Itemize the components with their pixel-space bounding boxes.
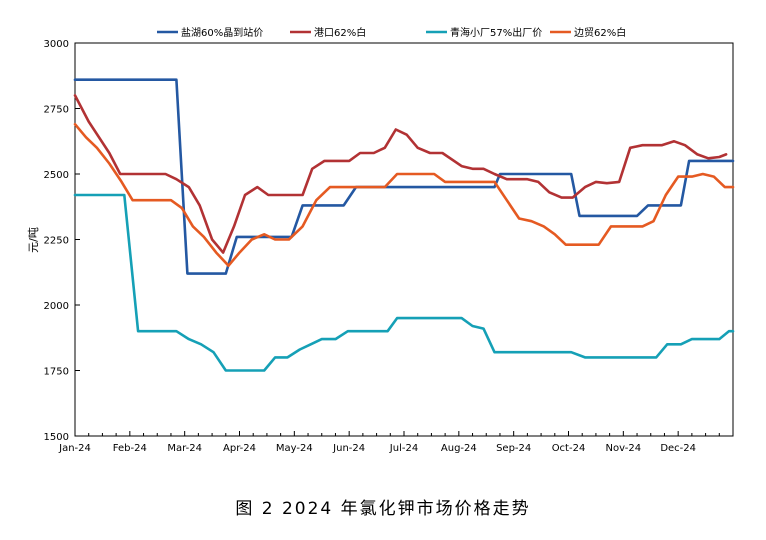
- y-tick-label: 1500: [44, 432, 69, 443]
- legend-label: 边贸62%白: [574, 26, 626, 39]
- legend-label: 青海小厂57%出厂价: [450, 26, 542, 39]
- legend: 盐湖60%晶到站价 港口62%白 青海小厂57%出厂价 边贸62%白: [157, 26, 626, 39]
- y-axis: 1500 1750 2000 2250 2500 2750 3000: [44, 39, 80, 443]
- series-line-2: [73, 94, 728, 254]
- x-tick-label: Jul-24: [389, 443, 418, 454]
- x-tick-label: Oct-24: [552, 443, 586, 454]
- plot-frame: [74, 42, 734, 437]
- series-line-4: [73, 122, 735, 267]
- x-tick-label: May-24: [276, 443, 313, 454]
- y-tick-label: 2250: [44, 236, 69, 247]
- figure-caption: 图 2 2024 年氯化钾市场价格走势: [235, 499, 531, 519]
- x-tick-label: Apr-24: [223, 443, 256, 454]
- y-tick-label: 1750: [44, 367, 69, 378]
- x-tick-label: Sep-24: [496, 443, 531, 454]
- y-tick-label: 2750: [44, 105, 69, 116]
- x-tick-label: Mar-24: [167, 443, 202, 454]
- chart-canvas: 1500 1750 2000 2250 2500 2750 3000 Jan-24 Feb-2…: [27, 26, 735, 454]
- y-tick-label: 2000: [44, 301, 69, 312]
- y-axis-label: 元/吨: [27, 227, 40, 253]
- x-tick-label: Feb-24: [113, 443, 147, 454]
- series-group: [73, 78, 735, 372]
- x-tick-label: Jun-24: [332, 443, 365, 454]
- legend-label: 港口62%白: [314, 26, 366, 39]
- x-tick-label: Jan-24: [58, 443, 91, 454]
- y-tick-label: 3000: [44, 39, 69, 50]
- y-tick-label: 2500: [44, 170, 69, 181]
- legend-label: 盐湖60%晶到站价: [181, 26, 263, 39]
- x-tick-label: Dec-24: [660, 443, 696, 454]
- x-tick-label: Nov-24: [606, 443, 642, 454]
- series-line-1: [73, 78, 735, 275]
- line-chart: 1500 1750 2000 2250 2500 2750 3000 Jan-24 Feb-2…: [27, 26, 735, 454]
- x-tick-label: Aug-24: [441, 443, 477, 454]
- series-line-3: [73, 193, 735, 372]
- x-axis: Jan-24 Feb-24 Mar-24 Apr-24 May-24 Jun-24 Jul-…: [58, 431, 734, 454]
